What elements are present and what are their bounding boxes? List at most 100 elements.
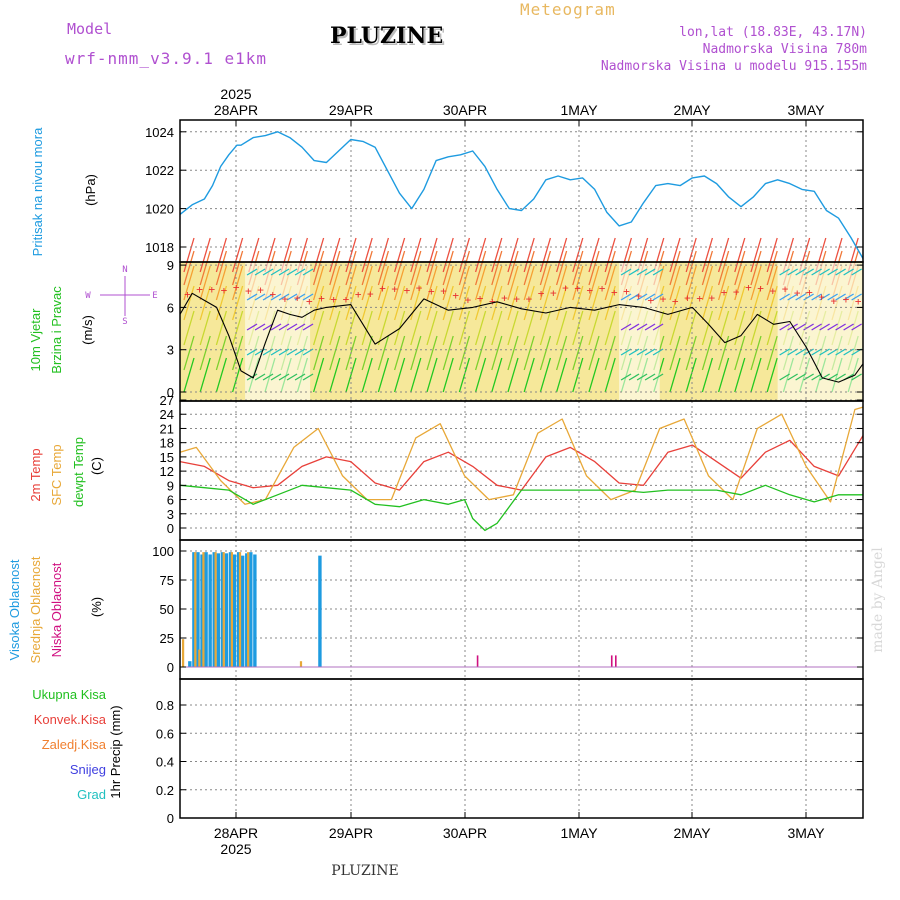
compass-south-label: S — [122, 317, 127, 327]
wind-barb-calm — [278, 293, 290, 301]
wind-barb — [183, 250, 195, 286]
pressure-tick-label: 1022 — [145, 163, 174, 178]
wind-barb — [426, 335, 438, 371]
cloud-bar — [240, 555, 245, 667]
day-label-top: 28APR — [214, 102, 258, 118]
temp-dewpt-title: dewpt Temp — [71, 437, 86, 507]
wind-barb — [750, 237, 762, 273]
day-label-bottom: 29APR — [329, 825, 373, 841]
wind-barb — [312, 335, 325, 371]
wind-barb — [215, 250, 228, 286]
wind-gust-marker: + — [769, 284, 776, 297]
year-label-top: 2025 — [220, 86, 251, 102]
wind-barb-calm — [294, 373, 306, 381]
wind-barb — [572, 237, 584, 273]
wind-barb — [750, 335, 762, 371]
wind-barb — [410, 357, 422, 393]
wind-barb-calm — [294, 268, 306, 276]
wind-barb — [183, 357, 195, 393]
wind-barb — [329, 237, 341, 273]
wind-barb-calm — [787, 373, 798, 381]
cloud-bar — [200, 554, 204, 667]
panel-frame-4 — [179, 678, 864, 819]
wind-barb — [393, 265, 406, 301]
wind-barb-calm — [628, 268, 640, 276]
cloud-bar — [224, 553, 229, 667]
wind-barb-calm — [294, 293, 306, 301]
wind-barb — [426, 250, 438, 286]
wind-barb-calm — [803, 373, 814, 381]
wind-barb-calm — [652, 268, 664, 276]
wind-barb — [669, 335, 681, 371]
wind-gust-marker: + — [550, 286, 557, 299]
wind-barb — [572, 335, 584, 371]
wind-gust-marker: + — [355, 288, 362, 301]
wind-barb-calm — [819, 268, 830, 276]
wind-gust-marker: + — [806, 286, 813, 299]
wind-barb — [410, 237, 422, 273]
precip-axis-label: 1hr Precip (mm) — [108, 705, 123, 798]
wind-barb — [766, 237, 778, 273]
wind-barb — [231, 285, 244, 321]
wind-barb-calm — [262, 293, 274, 301]
cloud-bar — [249, 552, 253, 667]
wind-barb — [231, 265, 244, 301]
wind-gust-marker: + — [306, 295, 313, 308]
wind-barb-calm — [827, 268, 838, 276]
clouds-tick-label: 25 — [160, 631, 174, 646]
wind-barb — [539, 357, 552, 393]
wind-barb — [199, 310, 211, 346]
wind-gust-marker: + — [184, 288, 191, 301]
temp-tick-label: 9 — [167, 478, 174, 493]
wind-barb — [377, 310, 390, 346]
wind-unit-label: (m/s) — [80, 315, 95, 345]
wind-barb — [442, 237, 454, 273]
wind-barb — [669, 237, 681, 273]
wind-barb — [507, 250, 519, 286]
wind-barb — [669, 357, 681, 393]
wind-barb-calm — [302, 373, 314, 381]
wind-barb-calm — [843, 268, 854, 276]
cloud-bar — [238, 552, 242, 667]
wind-barb — [734, 335, 746, 371]
wind-barb — [215, 237, 228, 273]
temp-tick-label: 6 — [167, 493, 174, 508]
wind-barb-calm — [270, 323, 282, 331]
temp-tick-label: 15 — [160, 450, 174, 465]
wind-barb — [604, 335, 616, 371]
temp-tick-label: 27 — [160, 393, 174, 408]
wind-barb-calm — [652, 293, 664, 301]
wind-barb — [393, 335, 406, 371]
wind-gust-marker: + — [294, 292, 301, 305]
precip-legend-label: Konvek.Kisa — [34, 712, 107, 727]
wind-gust-marker: + — [257, 284, 264, 297]
wind-barb — [604, 357, 616, 393]
day-label-top: 30APR — [443, 102, 487, 118]
wind-barb — [410, 310, 422, 346]
pressure-tick-label: 1018 — [145, 240, 174, 255]
wind-barb — [685, 335, 697, 371]
temp-tick-label: 18 — [160, 436, 174, 451]
precip-tick-label: 0.4 — [156, 755, 174, 770]
wind-barb-calm — [803, 293, 814, 301]
wind-barb-calm — [270, 293, 282, 301]
wind-barb — [523, 250, 535, 286]
wind-gust-marker: + — [562, 281, 569, 294]
wind-gust-marker: + — [330, 293, 337, 306]
wind-barb — [539, 285, 552, 321]
wind-barb — [685, 357, 697, 393]
wind-barb-calm — [795, 293, 806, 301]
wind-barb — [361, 357, 373, 393]
wind-barb — [588, 237, 600, 273]
wind-barb-calm — [827, 323, 838, 331]
wind-barb — [604, 285, 616, 321]
cloud-bar — [228, 552, 233, 667]
wind-barb — [491, 285, 503, 321]
wind-barb — [555, 310, 568, 346]
wind-barb — [539, 310, 552, 346]
wind-barb-calm — [644, 293, 656, 301]
wind-barb — [572, 357, 584, 393]
wind-barb — [215, 265, 228, 301]
wind-barb — [507, 310, 519, 346]
cloud-bar — [204, 552, 208, 667]
